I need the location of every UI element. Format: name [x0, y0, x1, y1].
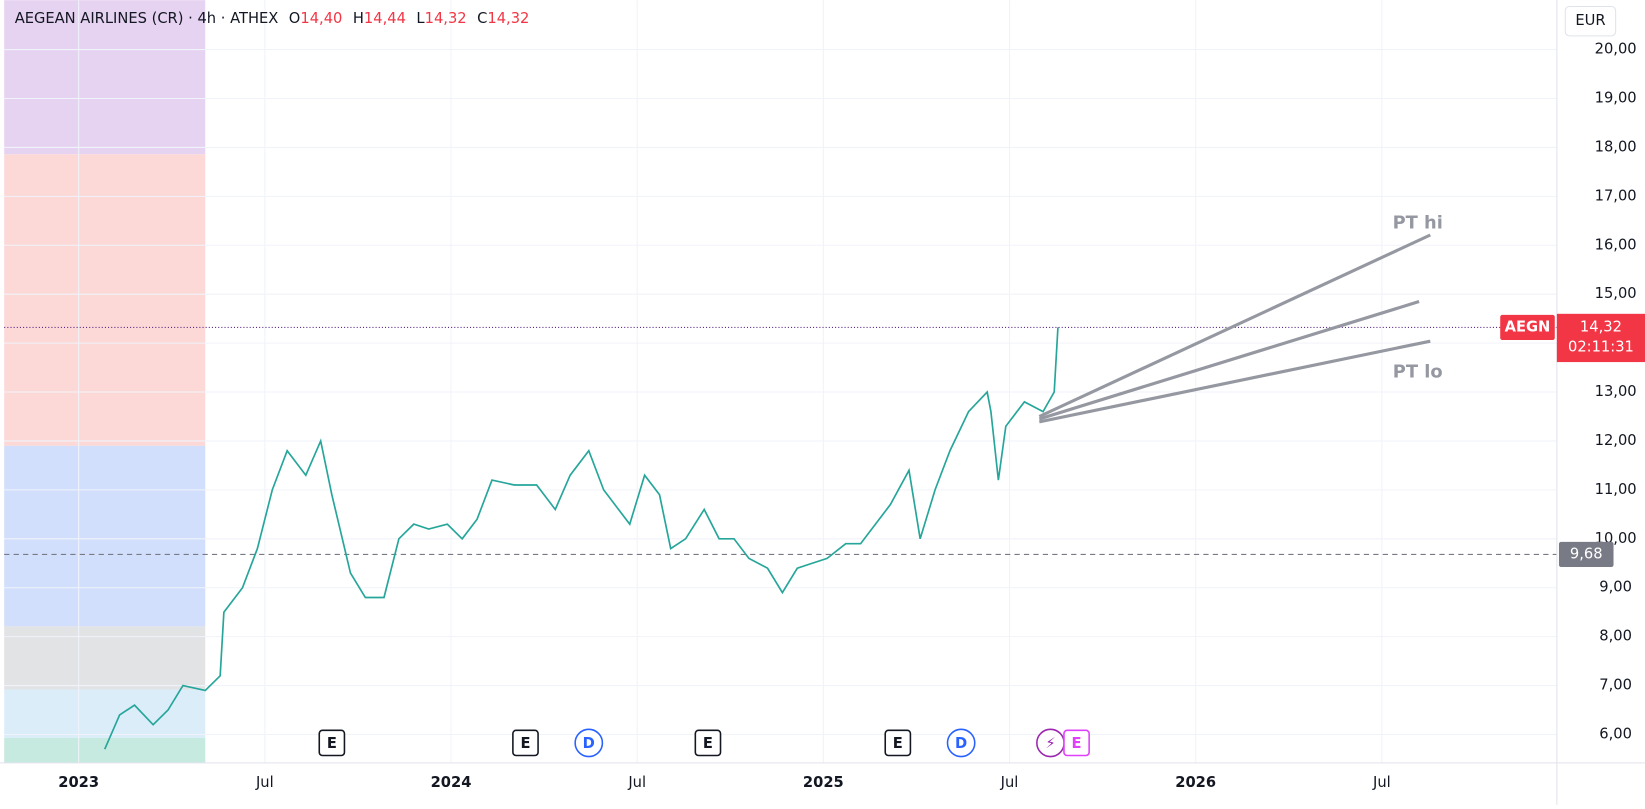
x-tick-label: 2026 [1175, 774, 1216, 791]
y-tick-label: 9,00 [1599, 579, 1632, 596]
y-tick-label: 13,00 [1595, 383, 1637, 400]
y-tick-label: 6,00 [1599, 725, 1632, 742]
event-badge [884, 729, 912, 757]
ohlc-key: O [289, 10, 301, 27]
projection-line [1038, 233, 1431, 418]
price-label: 14,32 [1580, 318, 1622, 335]
y-tick-label: 11,00 [1595, 481, 1637, 498]
projection-label: PT hi [1393, 212, 1443, 233]
ohlc-key: L [416, 10, 425, 27]
ohlc-key: C [477, 10, 487, 27]
event-label: ⚡ [1045, 735, 1055, 752]
y-tick-label: 8,00 [1599, 628, 1632, 645]
zone [4, 737, 206, 763]
y-tick-label: 19,00 [1595, 90, 1637, 107]
y-tick-label: 17,00 [1595, 187, 1637, 204]
projection-label: PT lo [1393, 362, 1443, 383]
projection-line [1038, 300, 1420, 421]
countdown: 02:11:31 [1568, 338, 1634, 355]
zone [4, 626, 206, 690]
plot-area: PT hi PT lo [4, 0, 1557, 763]
event-badge [946, 728, 976, 758]
x-tick-label: Jul [255, 774, 274, 791]
event-badge [694, 729, 722, 757]
event-label: E [893, 735, 903, 752]
currency: EUR [1575, 12, 1605, 29]
header: AEGEAN AIRLINES (CR) · 4h · ATHEX O14,40 H… [15, 10, 530, 27]
zone [4, 689, 206, 738]
y-tick-label: 20,00 [1595, 41, 1637, 58]
y-tick-label: 16,00 [1595, 236, 1637, 253]
x-tick-label: Jul [1000, 774, 1019, 791]
ohlc-value: 14,32 [487, 10, 529, 27]
x-tick-label: Jul [1372, 774, 1391, 791]
x-tick-label: 2024 [431, 774, 472, 791]
zone [4, 0, 206, 155]
y-tick-label: 18,00 [1595, 138, 1637, 155]
ohlc-value: 14,40 [300, 10, 342, 27]
y-tick-label: 15,00 [1595, 285, 1637, 302]
y-tick-label: 7,00 [1599, 677, 1632, 694]
ohlc-key: H [353, 10, 364, 27]
x-tick-label: 2025 [803, 774, 844, 791]
symbol-label: AEGN [1505, 318, 1551, 335]
ohlc-value: 14,44 [364, 10, 406, 27]
ohlc-value: 14,32 [425, 10, 467, 27]
symbol: AEGEAN AIRLINES (CR) · 4h · ATHEX [15, 10, 279, 27]
event-badge [574, 728, 604, 758]
currency-box[interactable] [1564, 5, 1617, 37]
event-label: E [520, 735, 530, 752]
event-label: E [1072, 735, 1082, 752]
level-label: 9,68 [1570, 545, 1603, 562]
event-label: E [703, 735, 713, 752]
price-box [1556, 313, 1645, 363]
price-line [103, 327, 1059, 750]
event-label: D [583, 735, 595, 752]
event-badge [318, 729, 346, 757]
event-label: E [327, 735, 337, 752]
event-badge [1063, 729, 1090, 757]
projection-line [1038, 339, 1431, 424]
x-tick-label: 2023 [58, 774, 99, 791]
zone [4, 154, 206, 446]
event-badge [512, 729, 539, 757]
event-label: D [955, 735, 967, 752]
level-box [1558, 541, 1614, 568]
y-tick-label: 12,00 [1595, 432, 1637, 449]
symbol-box [1500, 314, 1555, 341]
zone [4, 445, 206, 627]
x-tick-label: Jul [627, 774, 646, 791]
